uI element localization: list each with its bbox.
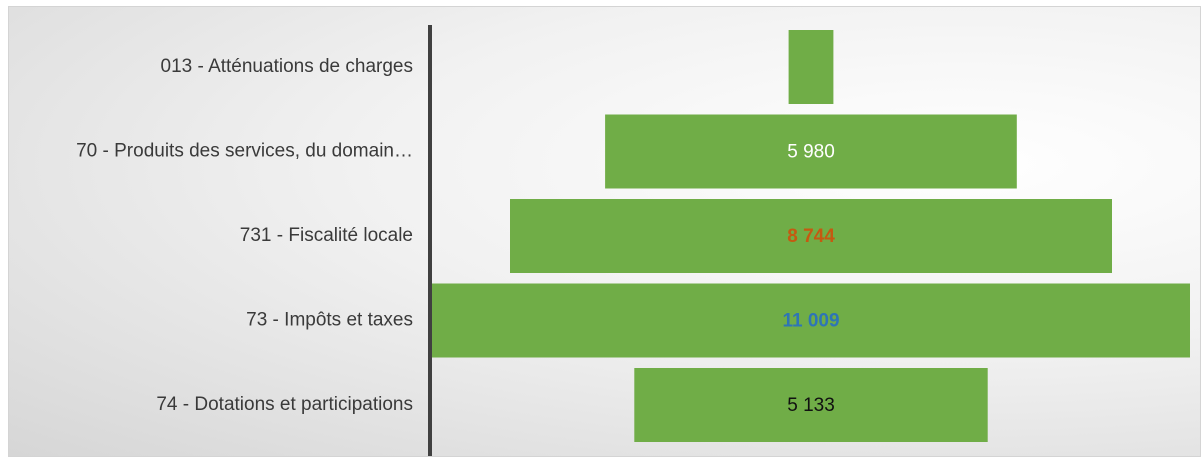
data-label: 5 133 <box>787 395 835 416</box>
bar <box>634 368 988 442</box>
bar <box>605 114 1017 189</box>
category-label: 73 - Impôts et taxes <box>246 310 413 331</box>
category-label: 74 - Dotations et participations <box>156 394 413 415</box>
data-label: 8 744 <box>787 226 835 247</box>
bar <box>788 30 834 104</box>
category-label: 731 - Fiscalité locale <box>240 225 413 246</box>
category-label: 70 - Produits des services, du domain… <box>76 141 413 162</box>
bar <box>510 199 1112 273</box>
chart-area: 013 - Atténuations de charges 70 - Produi… <box>8 6 1201 457</box>
category-label: 013 - Atténuations de charges <box>161 56 413 77</box>
data-label: 11 009 <box>782 311 839 332</box>
bar <box>432 283 1190 358</box>
funnel-chart: 013 - Atténuations de charges 70 - Produi… <box>76 25 1190 456</box>
data-label: 5 980 <box>787 142 835 163</box>
